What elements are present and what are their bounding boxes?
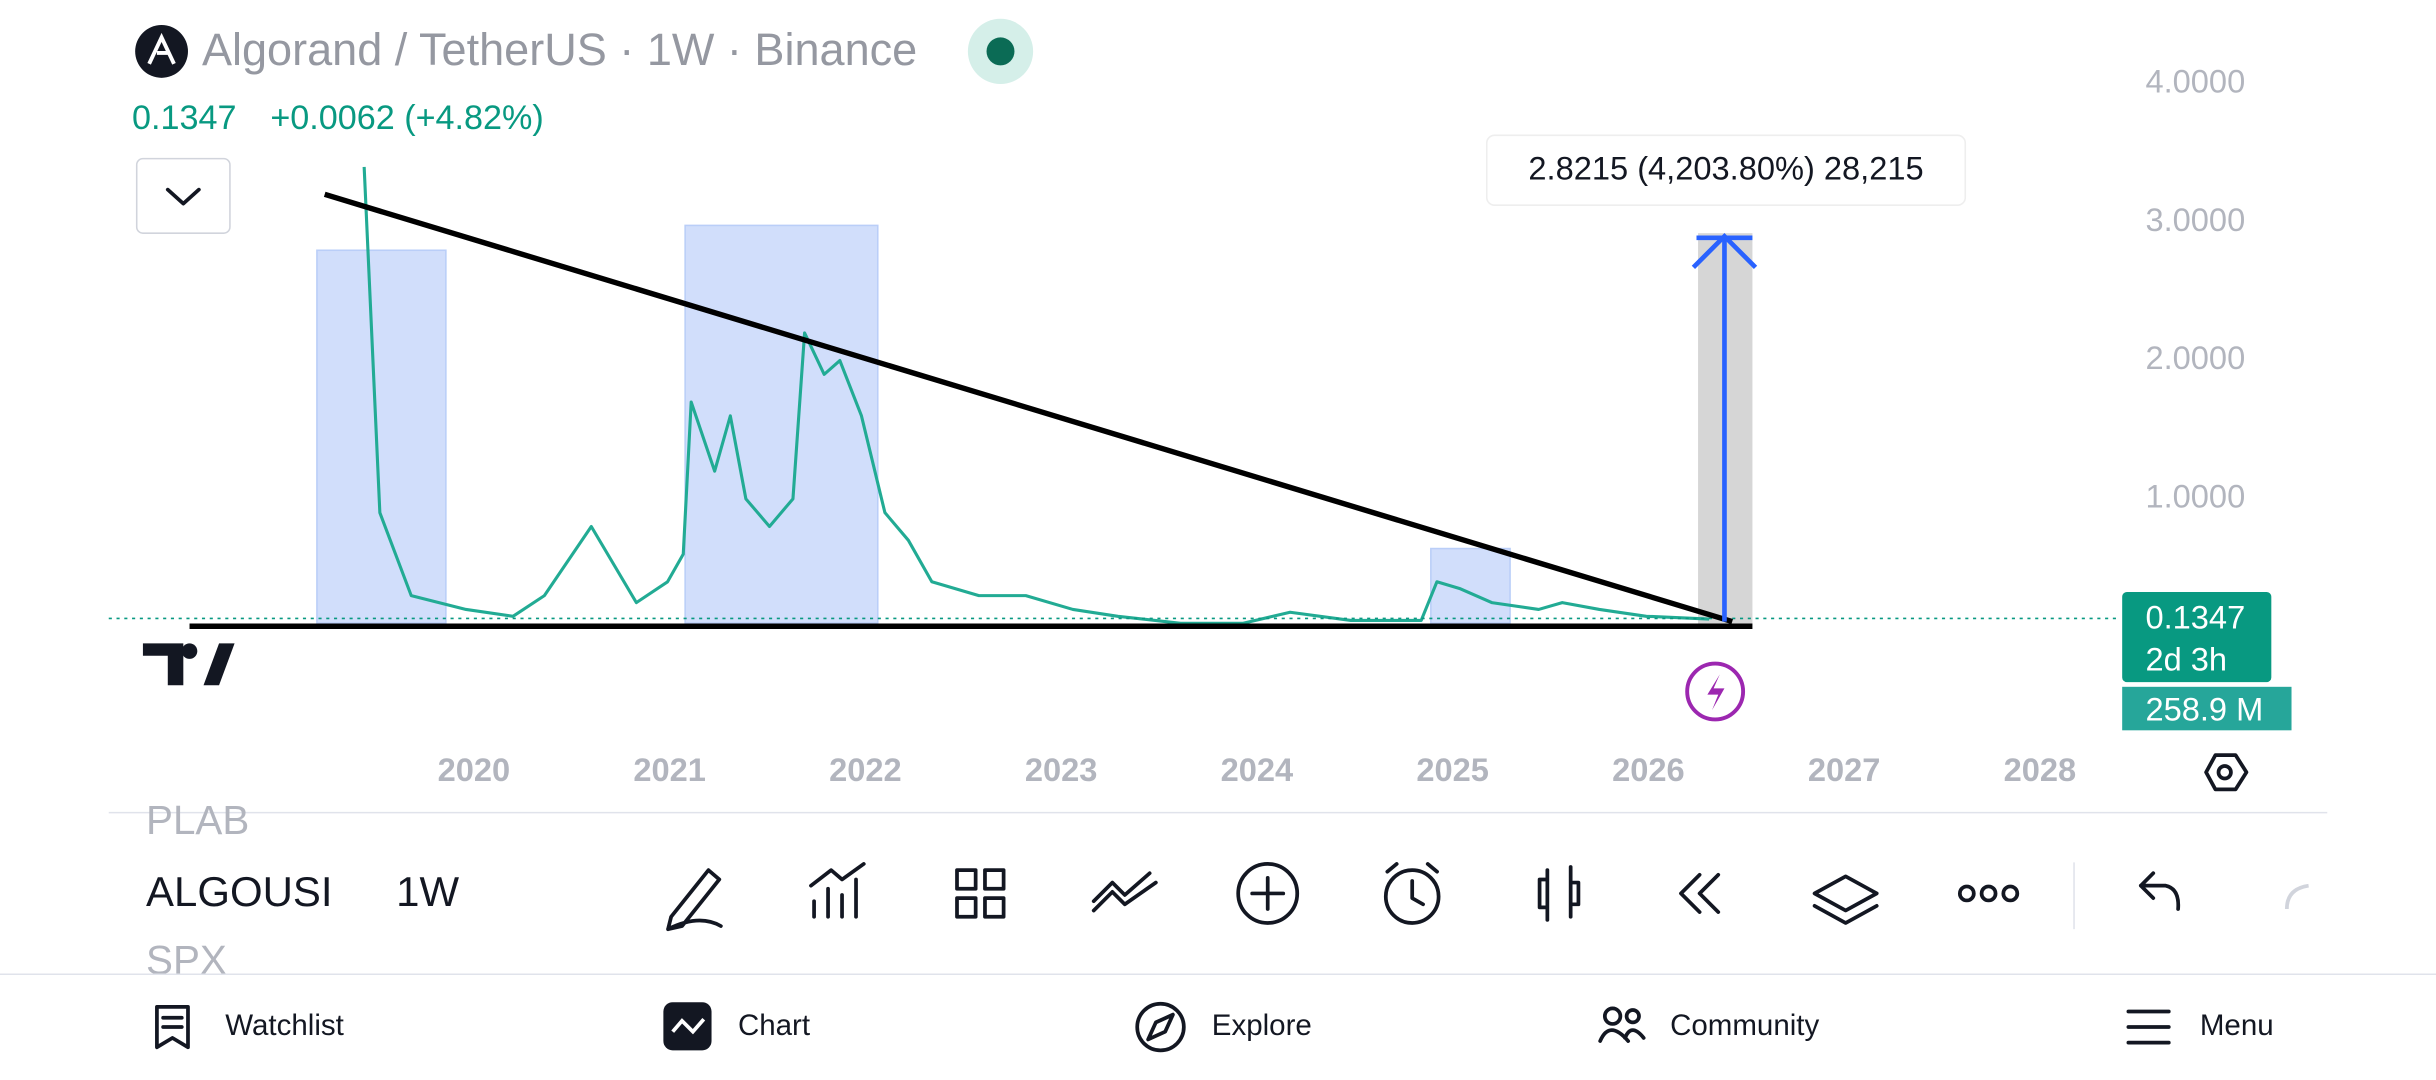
- highlight-box[interactable]: [684, 224, 879, 624]
- y-tick-label: 1.0000: [2145, 477, 2245, 514]
- price-tag: [2122, 592, 2272, 683]
- x-tick-label: 2021: [633, 751, 706, 788]
- tv-logo-dot: [181, 643, 198, 659]
- x-tick-label: 2020: [438, 751, 511, 788]
- x-tick-label: 2028: [2004, 751, 2077, 788]
- community-head: [1602, 1006, 1623, 1026]
- flash-icon: [1707, 674, 1725, 711]
- logo-glyph: [147, 32, 176, 65]
- nav-item[interactable]: Watchlist: [225, 1009, 344, 1042]
- redo[interactable]: [2284, 883, 2309, 910]
- nav-item[interactable]: Chart: [738, 1009, 810, 1042]
- symbol-title[interactable]: Algorand / TetherUS · 1W · Binance: [202, 24, 917, 75]
- community-head: [1624, 1008, 1641, 1025]
- chevron-icon: [165, 187, 201, 206]
- x-tick-label: 2022: [829, 751, 902, 788]
- indicators[interactable]: [809, 862, 866, 919]
- object-tree[interactable]: [1812, 874, 1879, 925]
- community-icon: [1598, 1028, 1646, 1043]
- collapse-button[interactable]: [135, 157, 231, 234]
- trend-line[interactable]: [323, 191, 1734, 625]
- highlight-box[interactable]: [1430, 547, 1511, 624]
- menu-icon: [2126, 1009, 2171, 1045]
- compare[interactable]: [1091, 871, 1158, 913]
- countdown: 2d 3h: [2145, 641, 2227, 678]
- nav-item[interactable]: Community: [1670, 1009, 1819, 1042]
- explore-icon: [1135, 1001, 1186, 1053]
- alert[interactable]: [1383, 868, 1441, 925]
- tv-logo: [142, 643, 235, 686]
- highlight-box[interactable]: [316, 249, 447, 624]
- last-price: 0.1347: [132, 99, 236, 137]
- volume-tag: [2122, 686, 2292, 731]
- y-tick-label: 3.0000: [2145, 201, 2245, 238]
- market-status-dot: [986, 37, 1015, 66]
- explore-needle: [1146, 1012, 1175, 1042]
- price-change: +0.0062 (+4.82%): [270, 99, 543, 137]
- chart-icon-line: [671, 1018, 706, 1035]
- more[interactable]: [1957, 884, 1976, 903]
- y-tick-label: 4.0000: [2145, 63, 2245, 100]
- measure-label: 2.8215 (4,203.80%) 28,215: [1528, 150, 1923, 187]
- undo[interactable]: [2138, 871, 2181, 911]
- measure-tooltip: [1485, 134, 1967, 206]
- symbol-item[interactable]: ALGOUSI: [146, 868, 332, 915]
- chart-type[interactable]: [1537, 865, 1581, 922]
- toolbar-icons: [666, 862, 2181, 932]
- bottom-nav: Watchlist Chart Explore Community Menu: [155, 1001, 2274, 1053]
- x-tick-label: 2023: [1025, 751, 1098, 788]
- nav-item[interactable]: Menu: [2200, 1009, 2274, 1042]
- plot-area: [362, 166, 1710, 625]
- replay[interactable]: [1679, 872, 1721, 914]
- price-tag-value: 0.1347: [2145, 599, 2245, 636]
- arrow-head: [1691, 232, 1758, 269]
- interval[interactable]: 1W: [396, 868, 459, 915]
- price-line-series: [362, 166, 1710, 625]
- draw-tool[interactable]: [666, 868, 723, 932]
- symbol-item[interactable]: SPX: [146, 937, 227, 983]
- watchlist-icon: [155, 1004, 190, 1050]
- nav-item[interactable]: Explore: [1212, 1009, 1312, 1042]
- x-tick-label: 2027: [1808, 751, 1881, 788]
- x-tick-label: 2024: [1221, 751, 1294, 788]
- add[interactable]: [1236, 862, 1300, 925]
- volume-value: 258.9 M: [2145, 690, 2263, 727]
- settings-icon[interactable]: [2204, 753, 2249, 792]
- x-tick-label: 2025: [1416, 751, 1489, 788]
- layouts[interactable]: [955, 868, 1006, 919]
- settings-icon-core: [2216, 764, 2233, 781]
- x-tick-label: 2026: [1612, 751, 1685, 788]
- y-tick-label: 2.0000: [2145, 339, 2245, 376]
- symbol-item[interactable]: PLAB: [146, 797, 249, 843]
